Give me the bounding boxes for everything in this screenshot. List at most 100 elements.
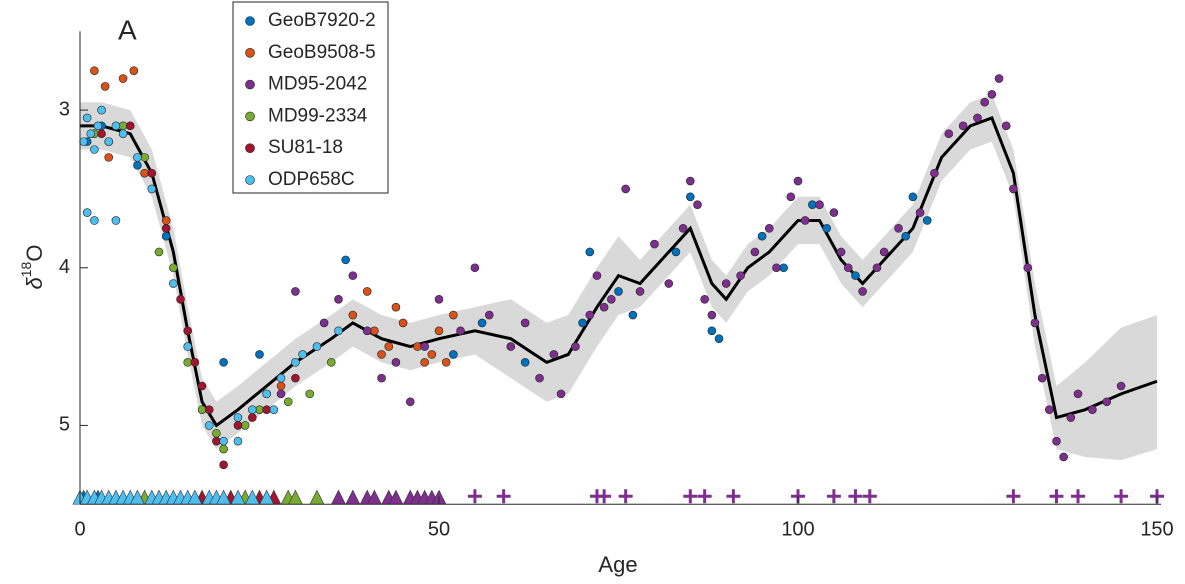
data-point [736, 271, 745, 280]
data-point [449, 310, 458, 320]
data-point [312, 342, 322, 351]
data-point [341, 255, 350, 265]
data-point [161, 231, 171, 241]
data-point [1045, 405, 1054, 414]
data-point [255, 405, 264, 414]
legend-label: GeoB9508-5 [268, 42, 376, 63]
data-point [786, 192, 796, 202]
data-point [111, 121, 121, 131]
data-point [219, 444, 228, 454]
data-point [535, 373, 544, 383]
legend-label: GeoB7920-2 [268, 10, 376, 31]
data-point [434, 294, 444, 304]
x-axis-label: Age [598, 552, 637, 577]
data-point [291, 358, 300, 367]
data-point [212, 428, 221, 438]
data-point [240, 421, 250, 430]
legend-marker [245, 111, 255, 122]
data-point [779, 263, 788, 273]
x-tick-label: 100 [781, 519, 814, 541]
data-point [793, 176, 803, 186]
data-point [894, 224, 903, 233]
median-line [80, 116, 1158, 428]
data-point [1009, 184, 1018, 194]
data-point [248, 405, 257, 414]
data-point [750, 247, 760, 257]
data-point [987, 90, 997, 99]
x-tick-label: 50 [428, 519, 450, 541]
data-point [140, 153, 149, 162]
data-point [1116, 381, 1126, 391]
data-point [319, 318, 329, 328]
data-point [721, 279, 731, 288]
data-point [930, 168, 939, 178]
tie-point-plus [862, 489, 877, 504]
data-point [671, 247, 681, 257]
data-point [772, 263, 781, 273]
data-point [90, 145, 99, 154]
data-point [1066, 413, 1076, 422]
data-point [621, 184, 630, 194]
data-point [607, 294, 616, 304]
data-point [405, 397, 415, 407]
data-point [1102, 397, 1112, 407]
data-point [82, 208, 92, 217]
data-point [427, 350, 437, 359]
data-point [764, 224, 774, 233]
data-point [197, 405, 207, 414]
panel-label: A [118, 14, 137, 45]
data-point [291, 373, 300, 383]
y-tick-label: 4 [59, 256, 70, 278]
data-point [233, 421, 243, 430]
data-point [441, 358, 451, 367]
data-point [449, 350, 458, 359]
data-point [700, 294, 709, 304]
y-tick-label: 3 [59, 98, 70, 120]
legend-label: MD95-2042 [268, 74, 367, 95]
data-point [326, 358, 336, 367]
data-point [276, 381, 286, 391]
data-point [908, 192, 918, 202]
data-point [434, 326, 444, 336]
data-point [664, 279, 674, 288]
data-point [147, 184, 157, 194]
data-point [190, 358, 200, 367]
data-point [204, 405, 214, 414]
legend-label: SU81-18 [268, 137, 343, 158]
data-point [104, 153, 114, 162]
data-point [118, 121, 128, 131]
legend-marker [245, 47, 255, 58]
data-point [111, 216, 121, 225]
data-point [377, 350, 386, 359]
tie-point-plus [848, 489, 863, 504]
data-point [219, 358, 228, 367]
data-point [255, 350, 264, 359]
data-point [901, 231, 911, 241]
data-point [391, 358, 401, 367]
data-point [477, 318, 487, 328]
tie-point-plus [496, 489, 511, 504]
data-point [276, 389, 286, 399]
data-point [1037, 373, 1047, 383]
data-point [808, 200, 817, 209]
data-point [212, 436, 221, 446]
data-point [456, 326, 465, 336]
data-point [678, 224, 688, 233]
data-point [714, 334, 724, 344]
data-point [362, 287, 372, 296]
tie-point-plus [726, 489, 741, 504]
legend-marker [245, 143, 255, 153]
data-point [836, 247, 846, 257]
data-point [219, 460, 228, 470]
data-point [183, 342, 192, 351]
data-point [125, 121, 135, 131]
data-point [269, 405, 279, 414]
data-point [161, 224, 171, 233]
data-point [283, 397, 293, 407]
data-point [334, 294, 343, 304]
tie-point-plus [597, 489, 612, 504]
data-point [169, 263, 178, 273]
data-point [118, 129, 128, 139]
data-point [197, 381, 207, 391]
